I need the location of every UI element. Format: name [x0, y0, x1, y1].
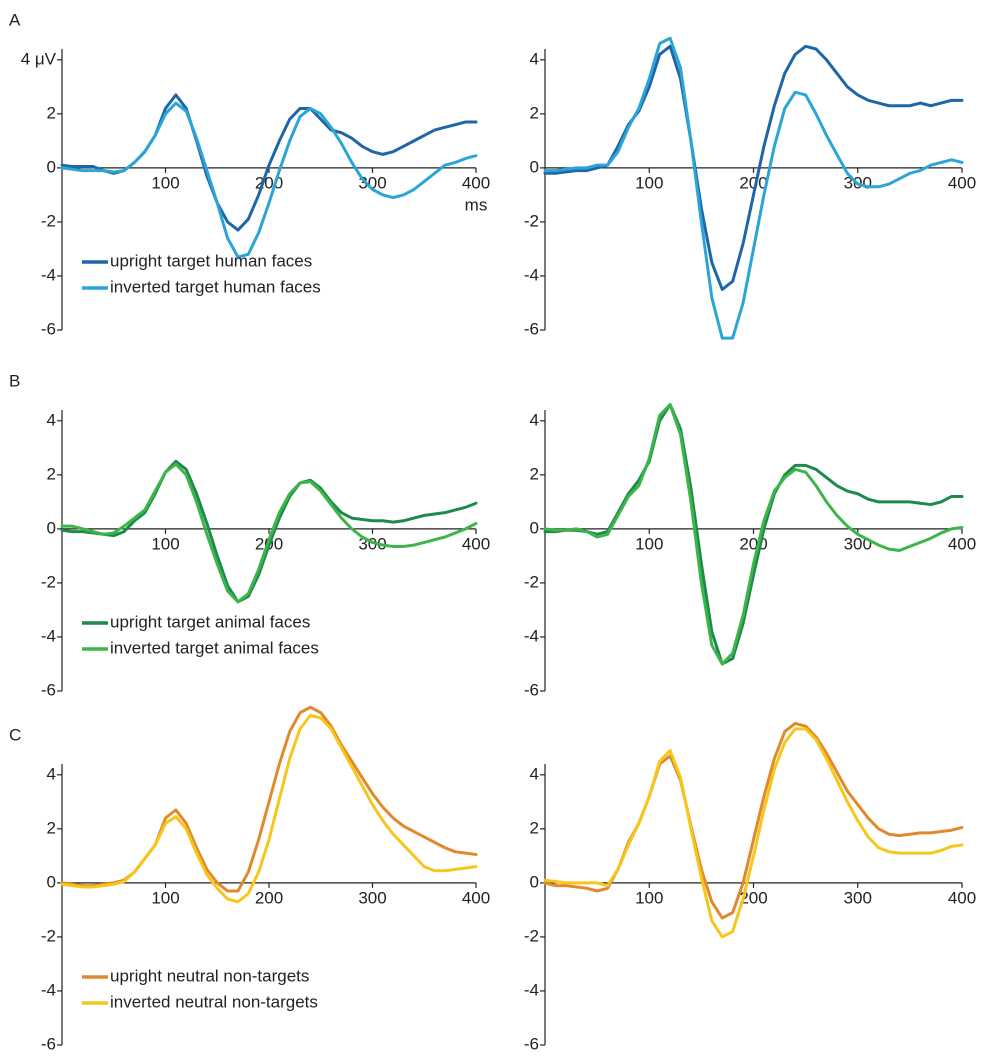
- y-tick-label: -6: [524, 680, 539, 699]
- data-line: [543, 403, 964, 666]
- y-tick-label: -4: [41, 980, 56, 999]
- y-tick-label: -6: [41, 680, 56, 699]
- data-line: [60, 101, 478, 259]
- y-tick-label: -6: [524, 319, 539, 338]
- x-tick-label: 100: [635, 173, 663, 192]
- x-tick-label: 400: [948, 888, 976, 907]
- y-tick-label: 0: [47, 518, 56, 537]
- y-tick-label: -2: [41, 572, 56, 591]
- panel-label: C: [9, 725, 21, 744]
- y-tick-label: 4 μV: [21, 49, 57, 68]
- y-tick-label: -2: [524, 572, 539, 591]
- y-tick-label: -6: [524, 1034, 539, 1052]
- y-tick-label: 4: [47, 410, 56, 429]
- panel-label: A: [9, 10, 21, 29]
- y-tick-label: 4: [530, 764, 539, 783]
- x-tick-label: 100: [151, 534, 179, 553]
- y-tick-label: -4: [524, 626, 539, 645]
- y-tick-label: -4: [41, 626, 56, 645]
- y-tick-label: -4: [524, 980, 539, 999]
- legend-label: upright neutral non-targets: [110, 966, 309, 985]
- y-tick-label: -6: [41, 1034, 56, 1052]
- y-tick-label: 0: [530, 157, 539, 176]
- legend-label: inverted neutral non-targets: [110, 992, 318, 1011]
- x-axis-label: ms: [465, 195, 488, 214]
- y-tick-label: -2: [524, 926, 539, 945]
- x-tick-label: 400: [462, 173, 490, 192]
- y-tick-label: 2: [530, 103, 539, 122]
- y-tick-label: 2: [530, 464, 539, 483]
- y-tick-label: 0: [530, 872, 539, 891]
- y-tick-label: 2: [530, 818, 539, 837]
- y-tick-label: -4: [41, 265, 56, 284]
- x-tick-label: 100: [151, 173, 179, 192]
- x-tick-label: 200: [739, 173, 767, 192]
- x-tick-label: 400: [462, 888, 490, 907]
- x-tick-label: 200: [255, 888, 283, 907]
- legend-label: inverted target human faces: [110, 277, 321, 296]
- x-tick-label: 400: [462, 534, 490, 553]
- legend-label: upright target animal faces: [110, 612, 310, 631]
- x-tick-label: 400: [948, 173, 976, 192]
- data-line: [60, 459, 478, 604]
- y-tick-label: -4: [524, 265, 539, 284]
- y-tick-label: 2: [47, 818, 56, 837]
- x-tick-label: 300: [358, 173, 386, 192]
- y-tick-label: 0: [530, 518, 539, 537]
- x-tick-label: 100: [151, 888, 179, 907]
- y-tick-label: 4: [47, 764, 56, 783]
- y-tick-label: 2: [47, 464, 56, 483]
- y-tick-label: 0: [47, 872, 56, 891]
- x-tick-label: 200: [739, 888, 767, 907]
- x-tick-label: 300: [358, 888, 386, 907]
- data-line: [60, 713, 478, 904]
- x-tick-label: 400: [948, 534, 976, 553]
- y-tick-label: 4: [530, 410, 539, 429]
- data-line: [60, 462, 478, 604]
- data-line: [60, 93, 478, 232]
- x-tick-label: 100: [635, 534, 663, 553]
- x-tick-label: 300: [844, 888, 872, 907]
- data-line: [60, 705, 478, 893]
- data-line: [543, 727, 964, 939]
- data-line: [543, 44, 964, 291]
- x-tick-label: 100: [635, 888, 663, 907]
- legend-label: upright target human faces: [110, 251, 312, 270]
- y-tick-label: 4: [530, 49, 539, 68]
- x-tick-label: 300: [844, 534, 872, 553]
- y-tick-label: 0: [47, 157, 56, 176]
- y-tick-label: 2: [47, 103, 56, 122]
- legend-label: inverted target animal faces: [110, 638, 319, 657]
- y-tick-label: -2: [41, 926, 56, 945]
- panel-label: B: [9, 371, 20, 390]
- y-tick-label: -6: [41, 319, 56, 338]
- y-tick-label: -2: [524, 211, 539, 230]
- data-line: [543, 36, 964, 340]
- y-tick-label: -2: [41, 211, 56, 230]
